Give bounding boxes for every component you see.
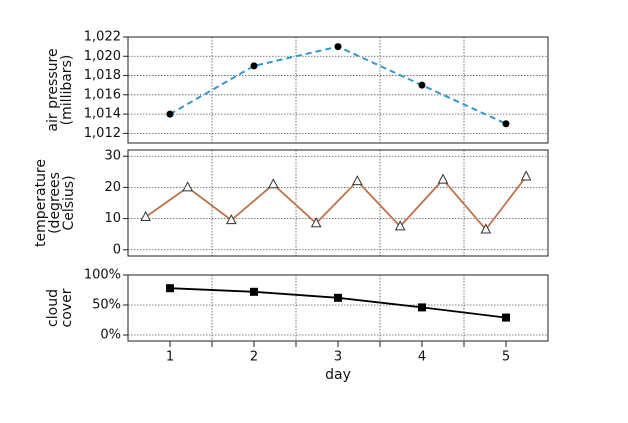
x-tick-label: 4 [418, 350, 426, 365]
data-point [351, 175, 363, 186]
data-point [480, 223, 492, 234]
y-tick-label: 1,014 [84, 107, 121, 122]
data-point [418, 81, 426, 89]
y-axis-label: cover [59, 288, 75, 327]
y-tick-label: 100% [84, 268, 121, 283]
y-tick-label: 0 [113, 242, 121, 257]
plot-frame [127, 149, 549, 257]
x-tick-label: 3 [334, 350, 342, 365]
y-tick-label: 1,016 [84, 87, 121, 102]
data-line [145, 175, 527, 231]
y-tick-label: 1,020 [84, 49, 121, 64]
plot-frame [127, 274, 549, 342]
plot-frame [127, 36, 549, 144]
y-axis-label: cloud [45, 289, 61, 327]
data-point [250, 62, 258, 70]
y-axis-label: Celsius) [61, 175, 77, 230]
data-point [166, 110, 174, 118]
x-tick-label: 5 [502, 350, 510, 365]
data-point [166, 284, 174, 293]
x-axis-label: day [325, 367, 351, 383]
data-point [502, 120, 510, 128]
y-tick-label: 1,022 [84, 30, 121, 45]
data-point [140, 210, 151, 222]
y-axis-label: temperature [33, 159, 49, 247]
data-point [394, 220, 406, 231]
y-tick-label: 30 [104, 149, 121, 164]
data-point [334, 43, 342, 51]
data-line [169, 45, 507, 125]
data-point [267, 178, 279, 189]
data-point [502, 313, 510, 322]
y-axis-label: (degrees [47, 172, 63, 234]
data-point [334, 293, 342, 302]
data-point [225, 214, 237, 225]
x-tick-label: 1 [166, 350, 174, 365]
data-point [437, 173, 449, 184]
data-line [169, 287, 507, 319]
y-tick-label: 1,012 [84, 126, 121, 141]
data-point [182, 181, 193, 192]
y-tick-label: 1,018 [84, 68, 121, 83]
y-tick-label: 10 [104, 211, 121, 226]
x-tick-label: 2 [250, 350, 258, 365]
y-axis-label: air pressure [45, 48, 61, 131]
data-point [418, 303, 426, 312]
y-tick-label: 20 [104, 180, 121, 195]
y-axis-label: (millibars) [59, 55, 75, 126]
data-point [250, 287, 258, 296]
y-tick-label: 0% [100, 328, 121, 343]
y-tick-label: 50% [92, 298, 121, 313]
data-point [520, 170, 532, 181]
data-point [310, 217, 322, 228]
